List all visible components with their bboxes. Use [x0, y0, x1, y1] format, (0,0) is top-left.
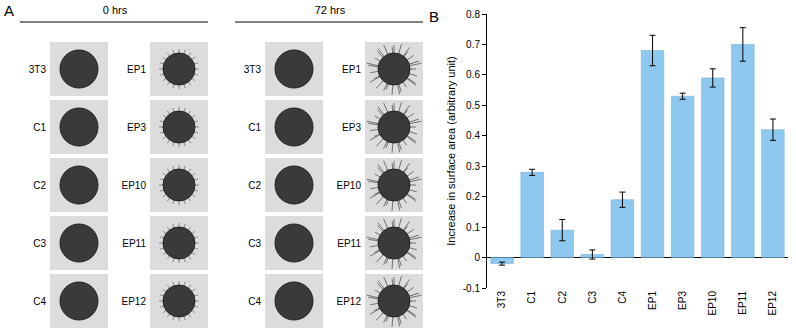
svg-text:C4: C4 [33, 296, 46, 307]
svg-text:C1: C1 [248, 122, 261, 133]
svg-text:EP11: EP11 [337, 238, 361, 249]
svg-text:C2: C2 [248, 180, 261, 191]
svg-text:EP10: EP10 [337, 180, 362, 191]
svg-text:EP1: EP1 [647, 291, 658, 310]
svg-text:C4: C4 [617, 291, 628, 304]
svg-text:0 hrs: 0 hrs [103, 4, 128, 16]
svg-text:C3: C3 [248, 238, 261, 249]
svg-text:0.1: 0.1 [466, 222, 480, 233]
svg-text:0.2: 0.2 [466, 191, 480, 202]
svg-text:0: 0 [474, 252, 480, 263]
svg-text:C1: C1 [526, 291, 537, 304]
svg-text:EP10: EP10 [707, 291, 718, 316]
svg-text:3T3: 3T3 [244, 64, 262, 75]
svg-text:EP12: EP12 [122, 296, 147, 307]
svg-text:EP3: EP3 [677, 291, 688, 310]
svg-text:3T3: 3T3 [29, 64, 47, 75]
svg-text:EP1: EP1 [342, 64, 361, 75]
svg-text:EP1: EP1 [127, 64, 146, 75]
svg-text:0.3: 0.3 [466, 161, 480, 172]
svg-text:Increase in surface area (arbi: Increase in surface area (arbitrary unit… [445, 56, 457, 246]
svg-text:C3: C3 [587, 291, 598, 304]
svg-text:EP12: EP12 [767, 291, 778, 316]
svg-text:0.8: 0.8 [466, 9, 480, 20]
svg-text:C2: C2 [33, 180, 46, 191]
svg-text:-0.1: -0.1 [463, 283, 481, 294]
svg-text:EP3: EP3 [127, 122, 146, 133]
svg-text:0.6: 0.6 [466, 69, 480, 80]
svg-text:0.5: 0.5 [466, 100, 480, 111]
svg-text:C2: C2 [557, 291, 568, 304]
svg-text:0.4: 0.4 [466, 130, 480, 141]
svg-text:EP12: EP12 [337, 296, 362, 307]
svg-text:C4: C4 [248, 296, 261, 307]
svg-text:A: A [4, 2, 14, 19]
svg-text:0.7: 0.7 [466, 39, 480, 50]
svg-text:EP3: EP3 [342, 122, 361, 133]
svg-text:B: B [429, 8, 439, 25]
svg-text:72 hrs: 72 hrs [315, 4, 346, 16]
svg-text:EP11: EP11 [737, 291, 748, 315]
svg-text:3T3: 3T3 [496, 291, 507, 309]
svg-text:C3: C3 [33, 238, 46, 249]
svg-text:C1: C1 [33, 122, 46, 133]
svg-text:EP11: EP11 [122, 238, 146, 249]
svg-text:EP10: EP10 [122, 180, 147, 191]
